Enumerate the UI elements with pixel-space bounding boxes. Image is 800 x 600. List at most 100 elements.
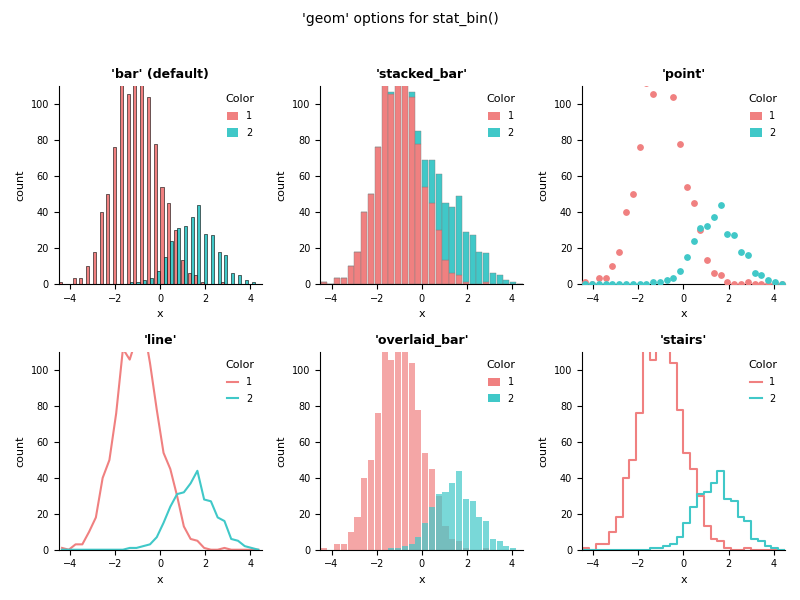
Bar	[368, 194, 374, 284]
Bar	[409, 92, 414, 97]
Title: 'stacked_bar': 'stacked_bar'	[376, 68, 468, 81]
Point	[769, 279, 782, 289]
Bar	[218, 251, 221, 284]
Bar	[388, 92, 394, 94]
Bar	[450, 539, 455, 550]
Bar	[245, 280, 248, 284]
Bar	[321, 282, 326, 284]
Bar	[354, 517, 361, 550]
Point	[762, 275, 774, 285]
Bar	[510, 282, 516, 284]
Point	[681, 252, 694, 262]
Point	[640, 279, 653, 289]
Bar	[490, 539, 496, 550]
Bar	[497, 275, 502, 284]
Bar	[436, 175, 442, 230]
Point	[701, 221, 714, 231]
Point	[579, 279, 592, 289]
Bar	[161, 187, 163, 284]
Bar	[374, 148, 381, 284]
Point	[687, 198, 700, 208]
Point	[660, 275, 673, 285]
Y-axis label: count: count	[277, 436, 286, 467]
X-axis label: x: x	[157, 309, 163, 319]
Bar	[436, 494, 442, 550]
Bar	[429, 160, 435, 203]
Bar	[442, 493, 449, 550]
Bar	[341, 544, 347, 550]
Bar	[422, 160, 428, 187]
Bar	[140, 58, 143, 284]
Point	[674, 139, 686, 149]
Title: 'bar' (default): 'bar' (default)	[111, 68, 209, 81]
X-axis label: x: x	[418, 575, 425, 585]
Bar	[409, 363, 414, 550]
Bar	[167, 203, 170, 284]
Bar	[170, 241, 174, 284]
Bar	[422, 187, 428, 284]
Bar	[137, 282, 139, 284]
Legend: 1, 2: 1, 2	[746, 91, 780, 141]
Point	[613, 247, 626, 256]
Bar	[470, 501, 476, 550]
Bar	[402, 54, 408, 58]
Bar	[368, 460, 374, 550]
Point	[646, 89, 659, 98]
Bar	[456, 196, 462, 275]
Point	[606, 261, 619, 271]
Point	[667, 92, 680, 102]
Bar	[181, 260, 184, 284]
Bar	[187, 273, 190, 284]
Point	[775, 279, 788, 289]
Point	[579, 277, 592, 287]
Legend: 1, 2: 1, 2	[222, 91, 257, 141]
Point	[593, 274, 606, 283]
Legend: 1, 2: 1, 2	[222, 357, 257, 407]
Bar	[334, 278, 340, 284]
Point	[762, 279, 774, 289]
Bar	[409, 97, 414, 284]
Title: 'point': 'point'	[662, 68, 706, 81]
Bar	[388, 94, 394, 284]
Bar	[490, 273, 496, 284]
Bar	[321, 548, 326, 550]
Y-axis label: count: count	[15, 169, 25, 201]
Point	[674, 266, 686, 276]
Point	[734, 247, 747, 256]
Bar	[476, 251, 482, 284]
Bar	[238, 275, 241, 284]
Point	[633, 279, 646, 289]
Text: 'geom' options for stat_bin(): 'geom' options for stat_bin()	[302, 12, 498, 26]
Point	[728, 230, 741, 240]
Bar	[462, 282, 469, 284]
Point	[619, 279, 632, 289]
Point	[633, 143, 646, 152]
Y-axis label: count: count	[15, 436, 25, 467]
Bar	[231, 273, 234, 284]
Bar	[395, 548, 401, 550]
Bar	[134, 72, 137, 284]
Bar	[174, 230, 177, 284]
Bar	[470, 235, 476, 284]
Point	[707, 212, 720, 222]
Point	[755, 279, 768, 289]
Title: 'stairs': 'stairs'	[660, 334, 707, 347]
Point	[769, 277, 782, 287]
Point	[687, 236, 700, 245]
Bar	[442, 203, 449, 260]
Bar	[113, 148, 116, 284]
X-axis label: x: x	[680, 575, 687, 585]
Bar	[73, 278, 75, 284]
Bar	[510, 548, 516, 550]
Bar	[86, 266, 89, 284]
Bar	[348, 532, 354, 550]
Legend: 1, 2: 1, 2	[484, 91, 518, 141]
Bar	[503, 546, 510, 550]
Bar	[163, 257, 166, 284]
Bar	[382, 83, 388, 284]
Bar	[429, 469, 435, 550]
Y-axis label: count: count	[538, 436, 548, 467]
Point	[748, 279, 761, 289]
Bar	[130, 282, 133, 284]
Bar	[120, 83, 123, 284]
